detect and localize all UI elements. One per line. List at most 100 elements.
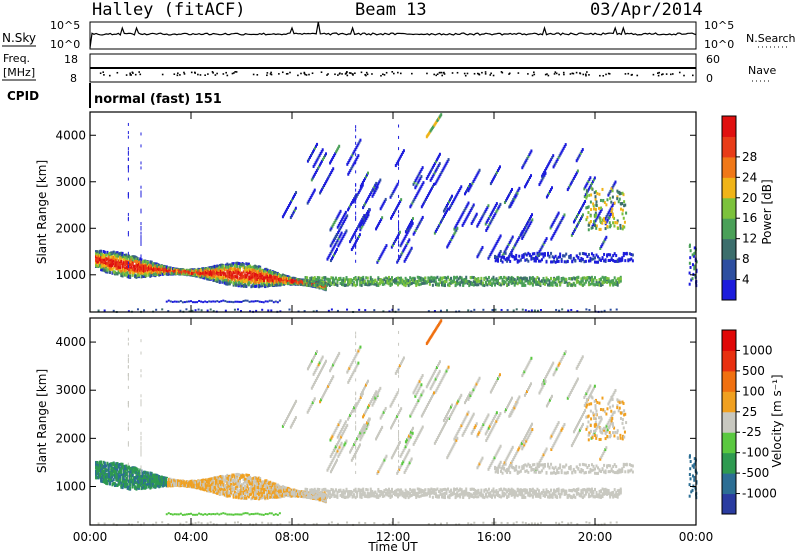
power-cell xyxy=(126,257,129,261)
power-cell xyxy=(534,255,537,259)
power-cell xyxy=(134,274,137,278)
power-cell xyxy=(350,202,353,206)
power-cell xyxy=(226,270,229,274)
power-cell xyxy=(569,254,572,258)
power-cell xyxy=(313,280,316,284)
power-cell xyxy=(457,282,460,286)
power-cell xyxy=(611,203,614,207)
power-cell xyxy=(187,272,190,276)
power-cell xyxy=(136,257,139,261)
power-cell xyxy=(350,278,353,282)
power-cell xyxy=(246,282,249,286)
power-cell xyxy=(349,204,352,208)
power-cell xyxy=(356,192,359,196)
power-cell xyxy=(280,274,283,278)
power-cell xyxy=(525,222,528,226)
power-cell xyxy=(349,157,352,161)
power-cell xyxy=(268,270,271,274)
power-cell xyxy=(616,277,619,281)
power-cell xyxy=(499,249,502,253)
power-cell xyxy=(589,259,592,263)
power-cell xyxy=(427,276,430,280)
power-cell xyxy=(331,279,334,283)
power-cell xyxy=(495,255,498,259)
power-cell xyxy=(467,189,470,193)
power-cell xyxy=(588,193,591,197)
power-cell xyxy=(122,257,125,261)
power-cell xyxy=(246,266,249,270)
power-cell xyxy=(288,308,291,311)
power-cell xyxy=(247,277,250,281)
power-cell xyxy=(266,282,269,286)
power-cell xyxy=(503,255,506,259)
power-cell xyxy=(504,248,507,252)
power-cell xyxy=(346,162,349,166)
power-cell xyxy=(593,276,596,280)
power-cell xyxy=(262,276,265,280)
power-cell xyxy=(318,284,321,288)
power-cell xyxy=(444,163,447,167)
power-cell xyxy=(454,196,457,200)
power-cell xyxy=(544,238,547,242)
power-cell xyxy=(412,217,415,221)
power-cell xyxy=(292,278,294,282)
power-cell xyxy=(225,263,228,267)
power-cell xyxy=(688,282,691,286)
power-cell xyxy=(521,308,524,311)
power-cell xyxy=(126,265,129,269)
power-cell xyxy=(469,185,472,189)
power-cell xyxy=(439,276,442,280)
power-cell xyxy=(492,176,495,180)
power-cell xyxy=(473,178,476,182)
power-cell xyxy=(604,258,607,262)
power-cell xyxy=(434,283,437,287)
power-cell xyxy=(360,219,363,223)
power-cell xyxy=(199,275,202,279)
power-cell xyxy=(232,267,235,271)
power-cell xyxy=(242,266,245,270)
power-cell xyxy=(601,187,604,191)
power-cell xyxy=(557,259,560,263)
power-cell xyxy=(397,281,400,285)
power-cell xyxy=(216,300,219,303)
power-cell xyxy=(581,213,584,217)
power-cell xyxy=(345,283,348,287)
power-cell xyxy=(312,148,315,152)
power-cell xyxy=(616,197,619,201)
power-cell xyxy=(563,278,566,282)
power-cell xyxy=(211,265,214,269)
power-cell xyxy=(601,275,604,279)
power-cell xyxy=(623,220,626,224)
power-cell xyxy=(284,209,287,213)
power-cell xyxy=(363,177,366,181)
nave-dot xyxy=(131,71,134,74)
power-cell xyxy=(251,284,254,288)
power-cell xyxy=(269,278,272,282)
power-cell xyxy=(192,272,195,276)
power-cell xyxy=(365,276,368,280)
power-cell xyxy=(396,205,399,209)
power-cell xyxy=(587,283,590,287)
power-cell xyxy=(247,262,250,266)
nave-dot xyxy=(281,71,284,74)
power-cell xyxy=(333,251,336,255)
power-cell xyxy=(271,279,274,283)
power-cell xyxy=(211,273,214,277)
power-cell xyxy=(116,255,119,259)
power-cell xyxy=(391,214,394,218)
power-cell xyxy=(490,211,493,215)
power-cell xyxy=(528,282,531,286)
power-cell xyxy=(478,279,481,283)
power-cell xyxy=(573,228,576,232)
power-cell xyxy=(547,283,550,287)
power-cell xyxy=(554,230,557,234)
power-cell xyxy=(512,281,515,285)
power-cell xyxy=(510,277,513,281)
power-cell xyxy=(572,282,575,286)
power-cell xyxy=(140,263,143,267)
power-cell xyxy=(418,221,421,225)
nave-dot xyxy=(197,73,199,76)
power-cell xyxy=(391,192,394,196)
power-cell xyxy=(250,267,253,271)
power-cell xyxy=(158,273,161,277)
